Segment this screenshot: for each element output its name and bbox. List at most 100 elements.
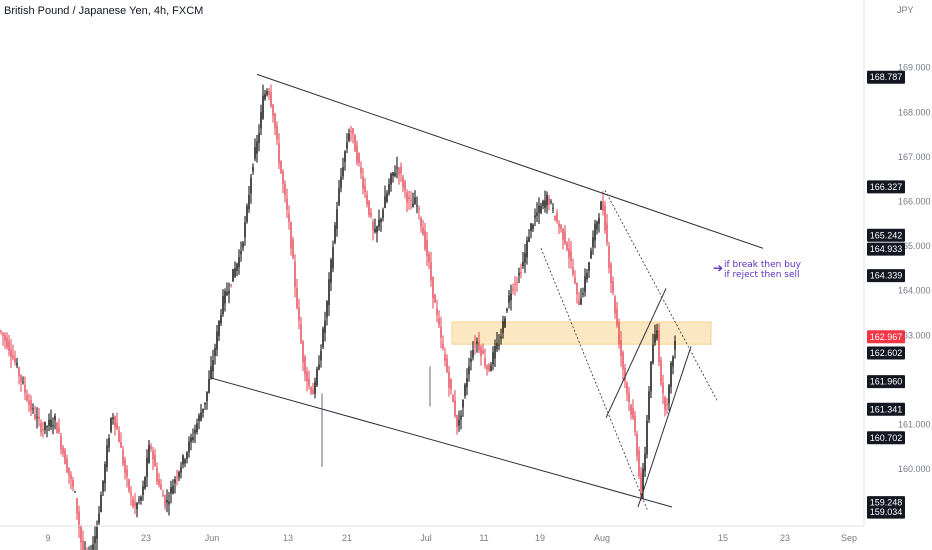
candle-body: [360, 167, 362, 174]
trendline-falling-dotted-1[interactable]: [540, 248, 649, 512]
candle-body: [422, 227, 424, 236]
candle-body: [356, 145, 358, 163]
candle-body: [166, 499, 168, 503]
candle-body: [290, 222, 292, 249]
candle-body: [418, 208, 420, 210]
candle-body: [236, 263, 238, 271]
annotation-note[interactable]: if break then buy if reject then sell: [724, 260, 801, 280]
candle-body: [486, 365, 488, 370]
candle-body: [512, 288, 514, 291]
candle-body: [230, 284, 232, 286]
annotation-line-2: if reject then sell: [724, 270, 800, 280]
trendline-upper-channel[interactable]: [256, 73, 764, 249]
candle-body: [260, 112, 262, 129]
candle-body: [534, 215, 536, 218]
candle-body: [272, 104, 274, 117]
candle-body: [364, 185, 366, 193]
candle-body: [254, 147, 256, 159]
candle-body: [92, 544, 94, 550]
candle-body: [16, 362, 18, 366]
candle-body: [110, 418, 112, 432]
candle-body: [584, 276, 586, 292]
candle-body: [212, 359, 214, 372]
x-tick-label: 23: [141, 533, 151, 543]
candle-body: [460, 415, 462, 420]
candle-body: [498, 345, 500, 347]
candle-body: [96, 525, 98, 539]
candle-body: [314, 381, 316, 394]
candle-body: [338, 187, 340, 205]
x-tick-label: Aug: [594, 533, 610, 543]
candle-body: [156, 467, 158, 482]
candle-body: [326, 301, 328, 318]
candle-body: [280, 161, 282, 173]
candle-body: [8, 341, 10, 351]
trendline-rising-wedge-2[interactable]: [637, 346, 692, 508]
candle-body: [224, 291, 226, 304]
price-label-box: [867, 242, 905, 256]
candle-body: [164, 495, 166, 507]
candle-body: [220, 314, 222, 324]
y-tick-label: 165.000: [898, 241, 931, 251]
candle-body: [304, 357, 306, 375]
candle-body: [150, 445, 152, 450]
candle-body: [600, 201, 602, 210]
candle-body: [480, 346, 482, 357]
candle-body: [106, 445, 108, 468]
candle-body: [234, 268, 236, 277]
candle-body: [416, 205, 418, 207]
candle-body: [28, 401, 30, 405]
trendline-lower-channel[interactable]: [209, 377, 673, 508]
candle-body: [626, 383, 628, 394]
candle-body: [476, 341, 478, 344]
x-tick-label: Sep: [841, 533, 857, 543]
candle-body: [674, 340, 676, 350]
candle-body: [458, 419, 460, 426]
candle-body: [538, 205, 540, 213]
candle-body: [472, 349, 474, 358]
candle-body: [202, 408, 204, 413]
price-label-text: 159.034: [870, 507, 903, 517]
candle-body: [216, 331, 218, 350]
candle-body: [186, 452, 188, 459]
candle-body: [346, 142, 348, 149]
trendline-falling-dotted-2[interactable]: [604, 190, 719, 403]
x-tick-label: 15: [718, 533, 728, 543]
candle-body: [320, 350, 322, 361]
candle-body: [650, 362, 652, 392]
candle-body: [374, 228, 376, 233]
candle-body: [548, 197, 550, 205]
candle-body: [322, 328, 324, 348]
decision-zone-rect[interactable]: [451, 321, 712, 345]
candle-body: [570, 251, 572, 262]
candle-body: [310, 387, 312, 394]
price-label-box: [867, 346, 905, 360]
candle-body: [592, 237, 594, 248]
candle-body: [112, 417, 114, 420]
price-label-text: 160.702: [870, 433, 903, 443]
candle-body: [20, 375, 22, 382]
price-label-box: [867, 70, 905, 84]
candle-body: [606, 223, 608, 243]
candle-body: [286, 198, 288, 210]
price-label-box: [867, 180, 905, 194]
candle-body: [528, 237, 530, 242]
candle-body: [22, 381, 24, 383]
candle-body: [508, 295, 510, 303]
price-label-box: [867, 375, 905, 389]
candle-body: [30, 400, 32, 411]
candle-body: [328, 279, 330, 306]
candle-body: [56, 422, 58, 434]
candle-body: [492, 352, 494, 365]
candle-body: [32, 408, 34, 410]
candle-body: [18, 367, 20, 376]
candle-body: [174, 479, 176, 483]
candle-body: [504, 318, 506, 328]
candle-body: [74, 491, 76, 493]
candle-body: [128, 479, 130, 491]
candle-body: [632, 407, 634, 418]
candle-body: [532, 224, 534, 230]
candle-body: [318, 364, 320, 370]
trendline-rising-wedge-1[interactable]: [605, 288, 667, 419]
